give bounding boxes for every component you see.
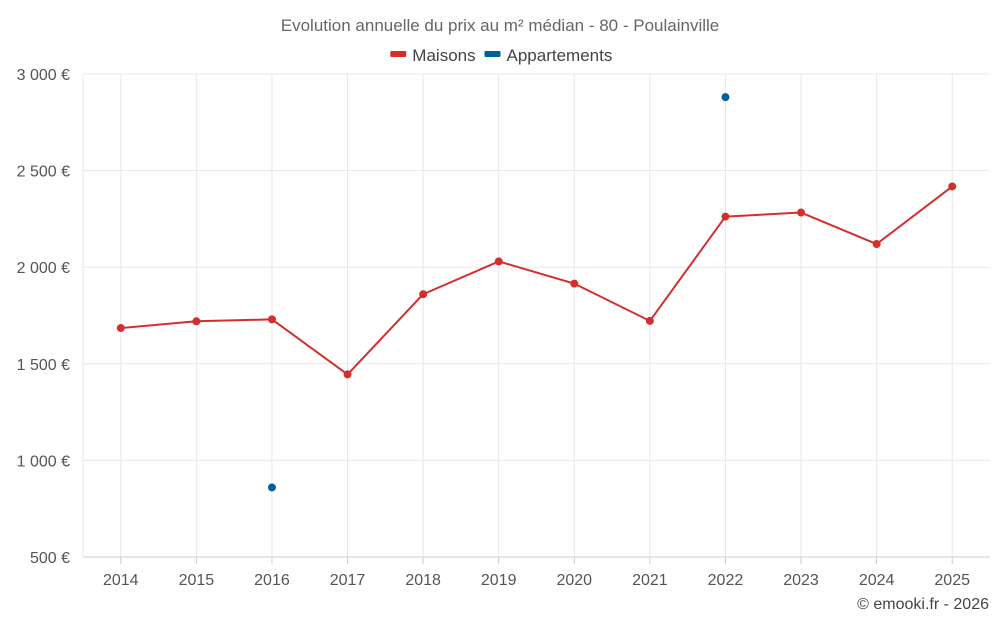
x-tick-label: 2021 [632,572,668,589]
legend-label-maisons: Maisons [412,46,475,65]
legend-swatch-maisons [390,51,407,57]
data-point-maisons [267,315,276,324]
legend: Maisons Appartements [390,46,612,65]
x-tick-label: 2015 [179,572,215,589]
x-tick-label: 2016 [254,572,290,589]
data-point-maisons [419,290,428,299]
chart-title: Evolution annuelle du prix au m² médian … [281,16,719,35]
y-tick-label: 1 500 € [17,357,70,374]
data-point-maisons [570,279,579,288]
y-tick-label: 3 000 € [17,67,70,84]
legend-label-appartements: Appartements [507,46,613,65]
x-tick-label: 2025 [934,572,970,589]
axes: 500 € 1 000 € 1 500 € 2 000 € 2 500 € 3 000 €… [17,67,970,589]
x-tick-label: 2022 [708,572,744,589]
y-tick-label: 1 000 € [17,453,70,470]
data-point-maisons [192,317,201,326]
x-tick-label: 2018 [405,572,441,589]
data-point-maisons [494,257,503,266]
y-tick-label: 2 000 € [17,260,70,277]
credit-text: © emooki.fr - 2026 [857,596,989,613]
series [116,93,957,492]
data-point-maisons [948,182,957,191]
data-point-maisons [721,212,730,221]
x-tick-label: 2014 [103,572,139,589]
data-point-maisons [872,240,881,249]
data-point-maisons [343,370,352,379]
data-point-maisons [116,324,125,333]
x-tick-label: 2024 [859,572,895,589]
x-tick-label: 2019 [481,572,517,589]
y-tick-label: 2 500 € [17,164,70,181]
y-tick-label: 500 € [30,550,70,567]
data-point-maisons [645,316,654,325]
data-point-appartements [267,483,276,492]
series-line-maisons [120,185,953,376]
x-tick-label: 2023 [783,572,819,589]
legend-swatch-appartements [484,51,501,57]
grid [82,73,990,558]
x-tick-label: 2020 [556,572,592,589]
data-point-appartements [721,93,730,102]
data-point-maisons [797,208,806,217]
x-tick-label: 2017 [330,572,366,589]
